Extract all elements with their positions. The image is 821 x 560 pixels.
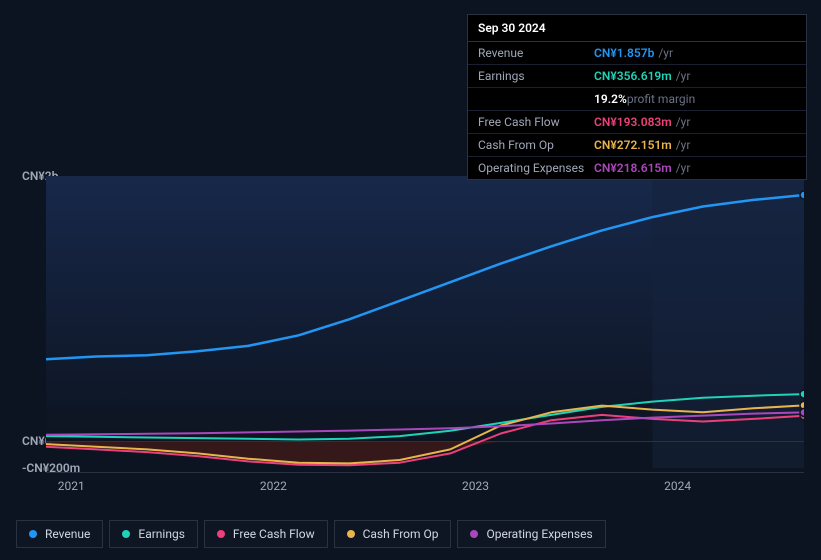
legend-label: Revenue: [45, 527, 90, 541]
series-marker: [800, 390, 804, 398]
legend-dot-icon: [29, 530, 37, 538]
tooltip-row: Free Cash FlowCN¥193.083m/yr: [468, 111, 806, 134]
tooltip-value: CN¥218.615m: [594, 161, 672, 175]
legend-item[interactable]: Earnings: [109, 520, 198, 548]
legend-dot-icon: [217, 530, 225, 538]
tooltip-suffix: /yr: [676, 69, 691, 83]
tooltip-label: Cash From Op: [478, 138, 594, 152]
tooltip-row: RevenueCN¥1.857b/yr: [468, 42, 806, 65]
chart-plot-area[interactable]: [46, 176, 804, 468]
chart-legend: Revenue Earnings Free Cash Flow Cash From O…: [16, 520, 606, 548]
tooltip-suffix: /yr: [676, 138, 691, 152]
tooltip-row: EarningsCN¥356.619m/yr: [468, 65, 806, 88]
legend-dot-icon: [470, 530, 478, 538]
series-marker: [800, 408, 804, 416]
tooltip-row: Cash From OpCN¥272.151m/yr: [468, 134, 806, 157]
legend-dot-icon: [347, 530, 355, 538]
series-marker: [800, 191, 804, 199]
tooltip-suffix: /yr: [676, 161, 691, 175]
legend-label: Cash From Op: [363, 527, 439, 541]
tooltip-label: Earnings: [478, 69, 594, 83]
x-axis: 2021 2022 2023 2024: [46, 472, 804, 492]
legend-label: Earnings: [138, 527, 185, 541]
legend-item[interactable]: Cash From Op: [334, 520, 452, 548]
tooltip-sub-value: 19.2%: [594, 92, 627, 106]
chart-svg: [46, 176, 804, 468]
chart-tooltip: Sep 30 2024 RevenueCN¥1.857b/yrEarningsC…: [467, 14, 807, 180]
x-tick-label: 2021: [58, 479, 85, 493]
legend-item[interactable]: Revenue: [16, 520, 103, 548]
tooltip-subrow: 19.2% profit margin: [468, 88, 806, 111]
legend-item[interactable]: Free Cash Flow: [204, 520, 328, 548]
tooltip-value: CN¥272.151m: [594, 138, 672, 152]
legend-dot-icon: [122, 530, 130, 538]
tooltip-date: Sep 30 2024: [468, 15, 806, 42]
tooltip-suffix: /yr: [658, 46, 673, 60]
legend-label: Operating Expenses: [486, 527, 592, 541]
tooltip-label: Free Cash Flow: [478, 115, 594, 129]
tooltip-rows: RevenueCN¥1.857b/yrEarningsCN¥356.619m/y…: [468, 42, 806, 179]
tooltip-value: CN¥193.083m: [594, 115, 672, 129]
financial-chart: CN¥2bCN¥0-CN¥200m 2021202220232024: [16, 160, 806, 500]
legend-label: Free Cash Flow: [233, 527, 315, 541]
tooltip-row: Operating ExpensesCN¥218.615m/yr: [468, 157, 806, 179]
legend-item[interactable]: Operating Expenses: [457, 520, 605, 548]
x-tick-label: 2023: [462, 479, 489, 493]
tooltip-sub-text: profit margin: [627, 92, 695, 106]
tooltip-value: CN¥356.619m: [594, 69, 672, 83]
tooltip-suffix: /yr: [676, 115, 691, 129]
x-tick-label: 2022: [260, 479, 287, 493]
tooltip-value: CN¥1.857b: [594, 46, 654, 60]
tooltip-label: Revenue: [478, 46, 594, 60]
x-tick-label: 2024: [664, 479, 691, 493]
tooltip-label: Operating Expenses: [478, 161, 594, 175]
